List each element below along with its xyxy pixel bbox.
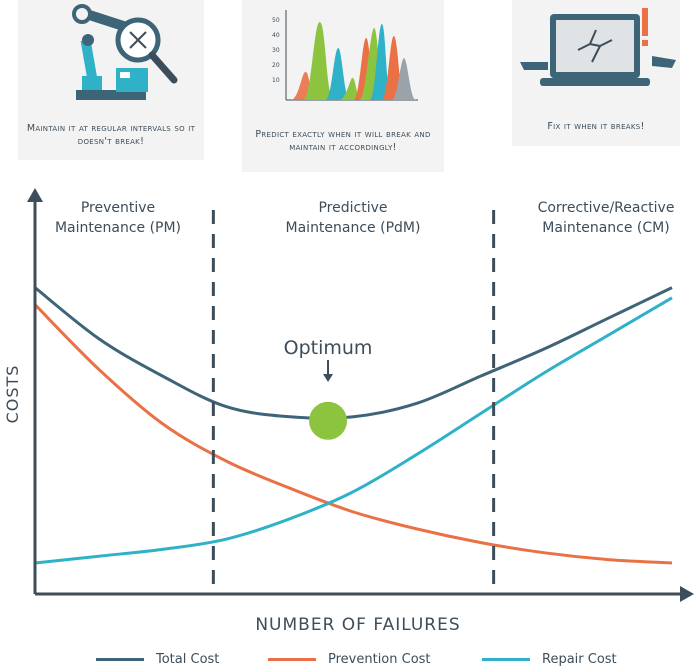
legend-swatch-total-cost: [96, 657, 144, 661]
optimum-marker: [309, 401, 348, 440]
prevention-cost-line: [33, 303, 673, 565]
region-pm-line2: Maintenance (PM): [55, 220, 181, 236]
mini-tick-40: 40: [272, 32, 280, 39]
y-axis-label: COSTS: [3, 365, 22, 424]
legend-label-total-cost: Total Cost: [156, 651, 220, 667]
corrective-caption: Fix it when it breaks!: [547, 121, 645, 132]
y-axis-arrow-icon: [27, 188, 43, 202]
preventive-caption: Maintain it at regular intervals so it d…: [26, 123, 196, 147]
corrective-panel: Fix it when it breaks!: [512, 0, 680, 146]
optimum-label: Optimum: [284, 337, 373, 359]
mini-tick-20: 20: [272, 62, 280, 69]
repair-cost-line: [34, 296, 673, 565]
legend-item-total-cost: Total Cost: [96, 648, 219, 670]
maintenance-cost-chart: COSTS NUMBER OF FAILURES Preventive Main…: [3, 188, 694, 635]
region-cm-line2: Maintenance (CM): [542, 220, 669, 236]
legend-item-prevention-cost: Prevention Cost: [268, 648, 431, 670]
legend-swatch-repair-cost: [482, 657, 530, 661]
predictive-panel: 50 40 30 20 10 Predict exactly when it w…: [242, 0, 444, 172]
legend-item-repair-cost: Repair Cost: [482, 648, 617, 670]
legend-swatch-prevention-cost: [268, 657, 316, 661]
preventive-panel: Maintain it at regular intervals so it d…: [18, 0, 204, 160]
region-pdm-line1: Predictive: [318, 200, 387, 216]
legend-label-prevention-cost: Prevention Cost: [328, 651, 431, 667]
total-cost-line: [34, 286, 673, 420]
legend-label-repair-cost: Repair Cost: [542, 651, 617, 667]
mini-tick-10: 10: [272, 77, 280, 84]
region-cm-line1: Corrective/Reactive: [538, 200, 675, 216]
broken-laptop-icon: [520, 8, 676, 86]
vibration-spectrum-chart-icon: 50 40 30 20 10: [272, 10, 418, 101]
chart-legend: Total Cost Prevention Cost Repair Cost: [96, 648, 656, 670]
robot-arm-magnifier-icon: [72, 4, 178, 100]
predictive-caption: Predict exactly when it will break and m…: [255, 129, 431, 153]
optimum-arrowhead-icon: [323, 374, 334, 382]
region-pdm-line2: Maintenance (PdM): [286, 220, 421, 236]
mini-tick-50: 50: [272, 17, 280, 24]
region-pm-line1: Preventive: [81, 200, 155, 216]
x-axis-label: NUMBER OF FAILURES: [255, 615, 460, 635]
x-axis-arrow-icon: [680, 586, 694, 602]
mini-tick-30: 30: [272, 47, 280, 54]
